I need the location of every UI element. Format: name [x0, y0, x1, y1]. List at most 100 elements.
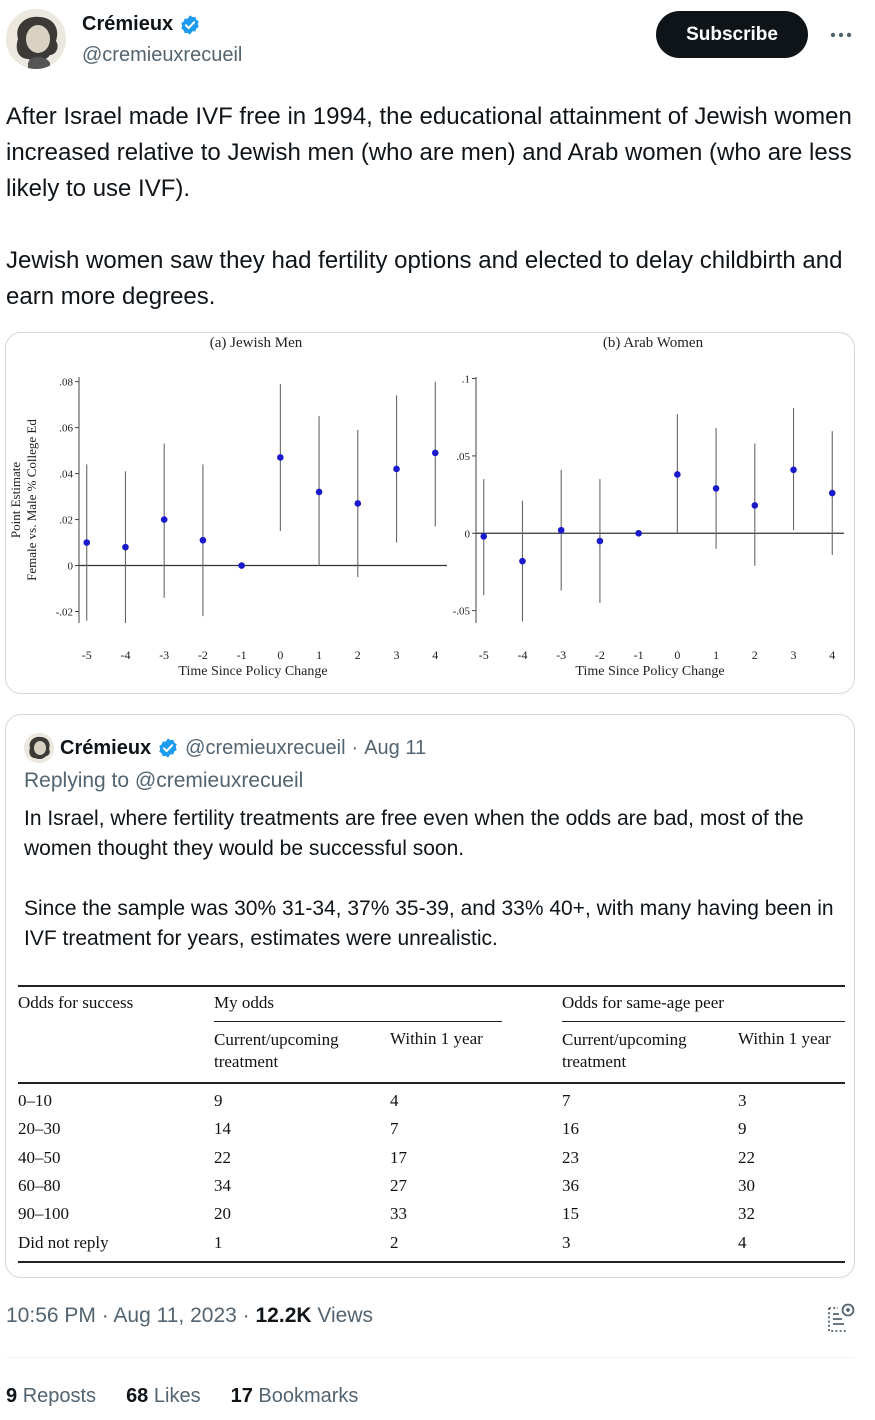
x-tick-label: -5 [479, 648, 489, 662]
table-cell: 3 [562, 1232, 571, 1252]
x-tick-label: -3 [159, 648, 169, 662]
x-tick-label: 1 [316, 648, 322, 662]
bookmarks-stat[interactable]: 17 Bookmarks [231, 1385, 359, 1408]
y-tick-label: .04 [59, 469, 73, 481]
tweet-date[interactable]: Aug 11, 2023 [113, 1304, 237, 1327]
footer-divider [6, 1357, 855, 1358]
subheader-current: Current/upcoming treatment [562, 1029, 687, 1073]
table-bottom-rule [18, 1261, 845, 1263]
data-point [751, 502, 759, 509]
data-point [122, 543, 129, 551]
reposts-stat[interactable]: 9 Reposts [6, 1385, 96, 1408]
views-label: Views [317, 1304, 374, 1327]
quoted-paragraph: Since the sample was 30% 31-34, 37% 35-3… [24, 897, 834, 950]
table-cell: 14 [214, 1119, 231, 1139]
tweet-timestamp[interactable]: 10:56 PM · Aug 11, 2023 · 12.2K Views [6, 1304, 373, 1328]
y-tick-label: .06 [59, 423, 73, 435]
quoted-author-handle: @cremieuxrecueil [185, 736, 346, 759]
views-count: 12.2K [255, 1304, 312, 1327]
x-tick-label: 1 [713, 648, 719, 662]
data-point [83, 539, 91, 546]
data-point [199, 536, 207, 544]
table-row-label: 0–10 [18, 1091, 52, 1110]
data-point [557, 526, 565, 534]
table-cell: 4 [738, 1232, 747, 1252]
data-point [393, 465, 400, 473]
x-tick-label: -1 [237, 648, 247, 662]
likes-stat[interactable]: 68 Likes [126, 1385, 201, 1408]
subheader-current-line: treatment [214, 1052, 279, 1071]
table-cell: 30 [738, 1175, 755, 1195]
engagement-stats: 9 Reposts 68 Likes 17 Bookmarks [6, 1385, 358, 1408]
meta-separator: · [351, 736, 359, 759]
table-header-peer-odds: Odds for same-age peer [562, 993, 724, 1012]
meta-separator: · [101, 1304, 109, 1327]
table-cell: 15 [562, 1204, 579, 1224]
tweet-paragraph: Jewish women saw they had fertility opti… [6, 247, 843, 310]
x-tick-label: -4 [517, 648, 527, 662]
table-cell: 23 [562, 1147, 579, 1167]
x-tick-label: 0 [674, 648, 680, 662]
table-cell: 16 [562, 1119, 579, 1139]
x-tick-label: 4 [432, 648, 438, 662]
table-row-label: 90–100 [18, 1204, 69, 1224]
data-point [674, 471, 681, 478]
table-top-rule [18, 985, 845, 987]
table-cell: 9 [214, 1091, 223, 1110]
replying-to-prefix: Replying to [24, 769, 130, 792]
quoted-tweet-header: Crémieux @cremieuxrecueil · Aug 11 [24, 733, 426, 763]
tweet-paragraph: After Israel made IVF free in 1994, the … [6, 103, 852, 202]
table-row-label: 40–50 [18, 1147, 61, 1167]
x-tick-label: 0 [277, 648, 283, 662]
table-cell: 20 [214, 1204, 231, 1224]
tweet-text: After Israel made IVF free in 1994, the … [6, 99, 866, 315]
table-cell: 32 [738, 1204, 755, 1224]
x-axis-label: Time Since Policy Change [178, 664, 327, 679]
y-tick-label: .02 [59, 515, 73, 527]
y-tick-label: .08 [59, 377, 73, 389]
data-point [519, 557, 526, 565]
subheader-within: Within 1 year [390, 1029, 483, 1048]
more-options-icon[interactable] [826, 20, 856, 50]
author-name[interactable]: Crémieux [82, 13, 174, 35]
meta-separator: · [242, 1304, 250, 1327]
data-point [712, 485, 720, 492]
bookmarks-count: 17 [230, 1385, 253, 1407]
data-point [315, 488, 323, 496]
author-handle[interactable]: @cremieuxrecueil [82, 44, 243, 66]
data-point [828, 489, 836, 497]
table-row-label: 20–30 [18, 1119, 61, 1139]
y-tick-label: -.02 [56, 607, 73, 619]
quoted-paragraph: In Israel, where fertility treatments ar… [24, 807, 804, 860]
analytics-icon[interactable] [826, 1302, 856, 1334]
table-cell: 36 [562, 1175, 579, 1195]
table-cell: 7 [562, 1091, 571, 1110]
x-tick-label: -1 [634, 648, 644, 662]
author-avatar[interactable] [6, 9, 66, 69]
subscribe-button[interactable]: Subscribe [656, 11, 808, 58]
x-tick-label: -3 [556, 648, 566, 662]
subheader-current-line: Current/upcoming [562, 1030, 687, 1049]
verified-badge-icon [181, 14, 199, 35]
y-tick-label: .05 [456, 451, 470, 463]
table-cell: 2 [390, 1232, 399, 1252]
table-cell: 22 [738, 1147, 755, 1167]
quoted-author-avatar [24, 733, 54, 763]
x-tick-label: 3 [791, 648, 797, 662]
data-point [480, 533, 488, 540]
table-cell: 3 [738, 1091, 747, 1110]
tweet-media-image[interactable]: (a) Jewish Men -.02 0 .02 .04 .06 .08 -5 -4 -3 -2 -… [5, 332, 855, 694]
replying-to: Replying to @cremieuxrecueil [24, 769, 303, 793]
reposts-label: Reposts [22, 1385, 97, 1407]
quoted-author-name: Crémieux [60, 736, 152, 759]
x-tick-label: -5 [82, 648, 92, 662]
x-tick-label: -2 [198, 648, 208, 662]
table-cell: 17 [390, 1147, 407, 1167]
tweet-time[interactable]: 10:56 PM [6, 1304, 96, 1327]
group-rule [562, 1021, 845, 1022]
quoted-tweet[interactable]: Crémieux @cremieuxrecueil · Aug 11 Reply… [5, 714, 855, 1278]
bookmarks-label: Bookmarks [258, 1385, 359, 1407]
x-tick-label: 3 [394, 648, 400, 662]
y-axis-label: Female vs. Male % College Ed [24, 419, 39, 581]
reposts-count: 9 [6, 1385, 18, 1407]
